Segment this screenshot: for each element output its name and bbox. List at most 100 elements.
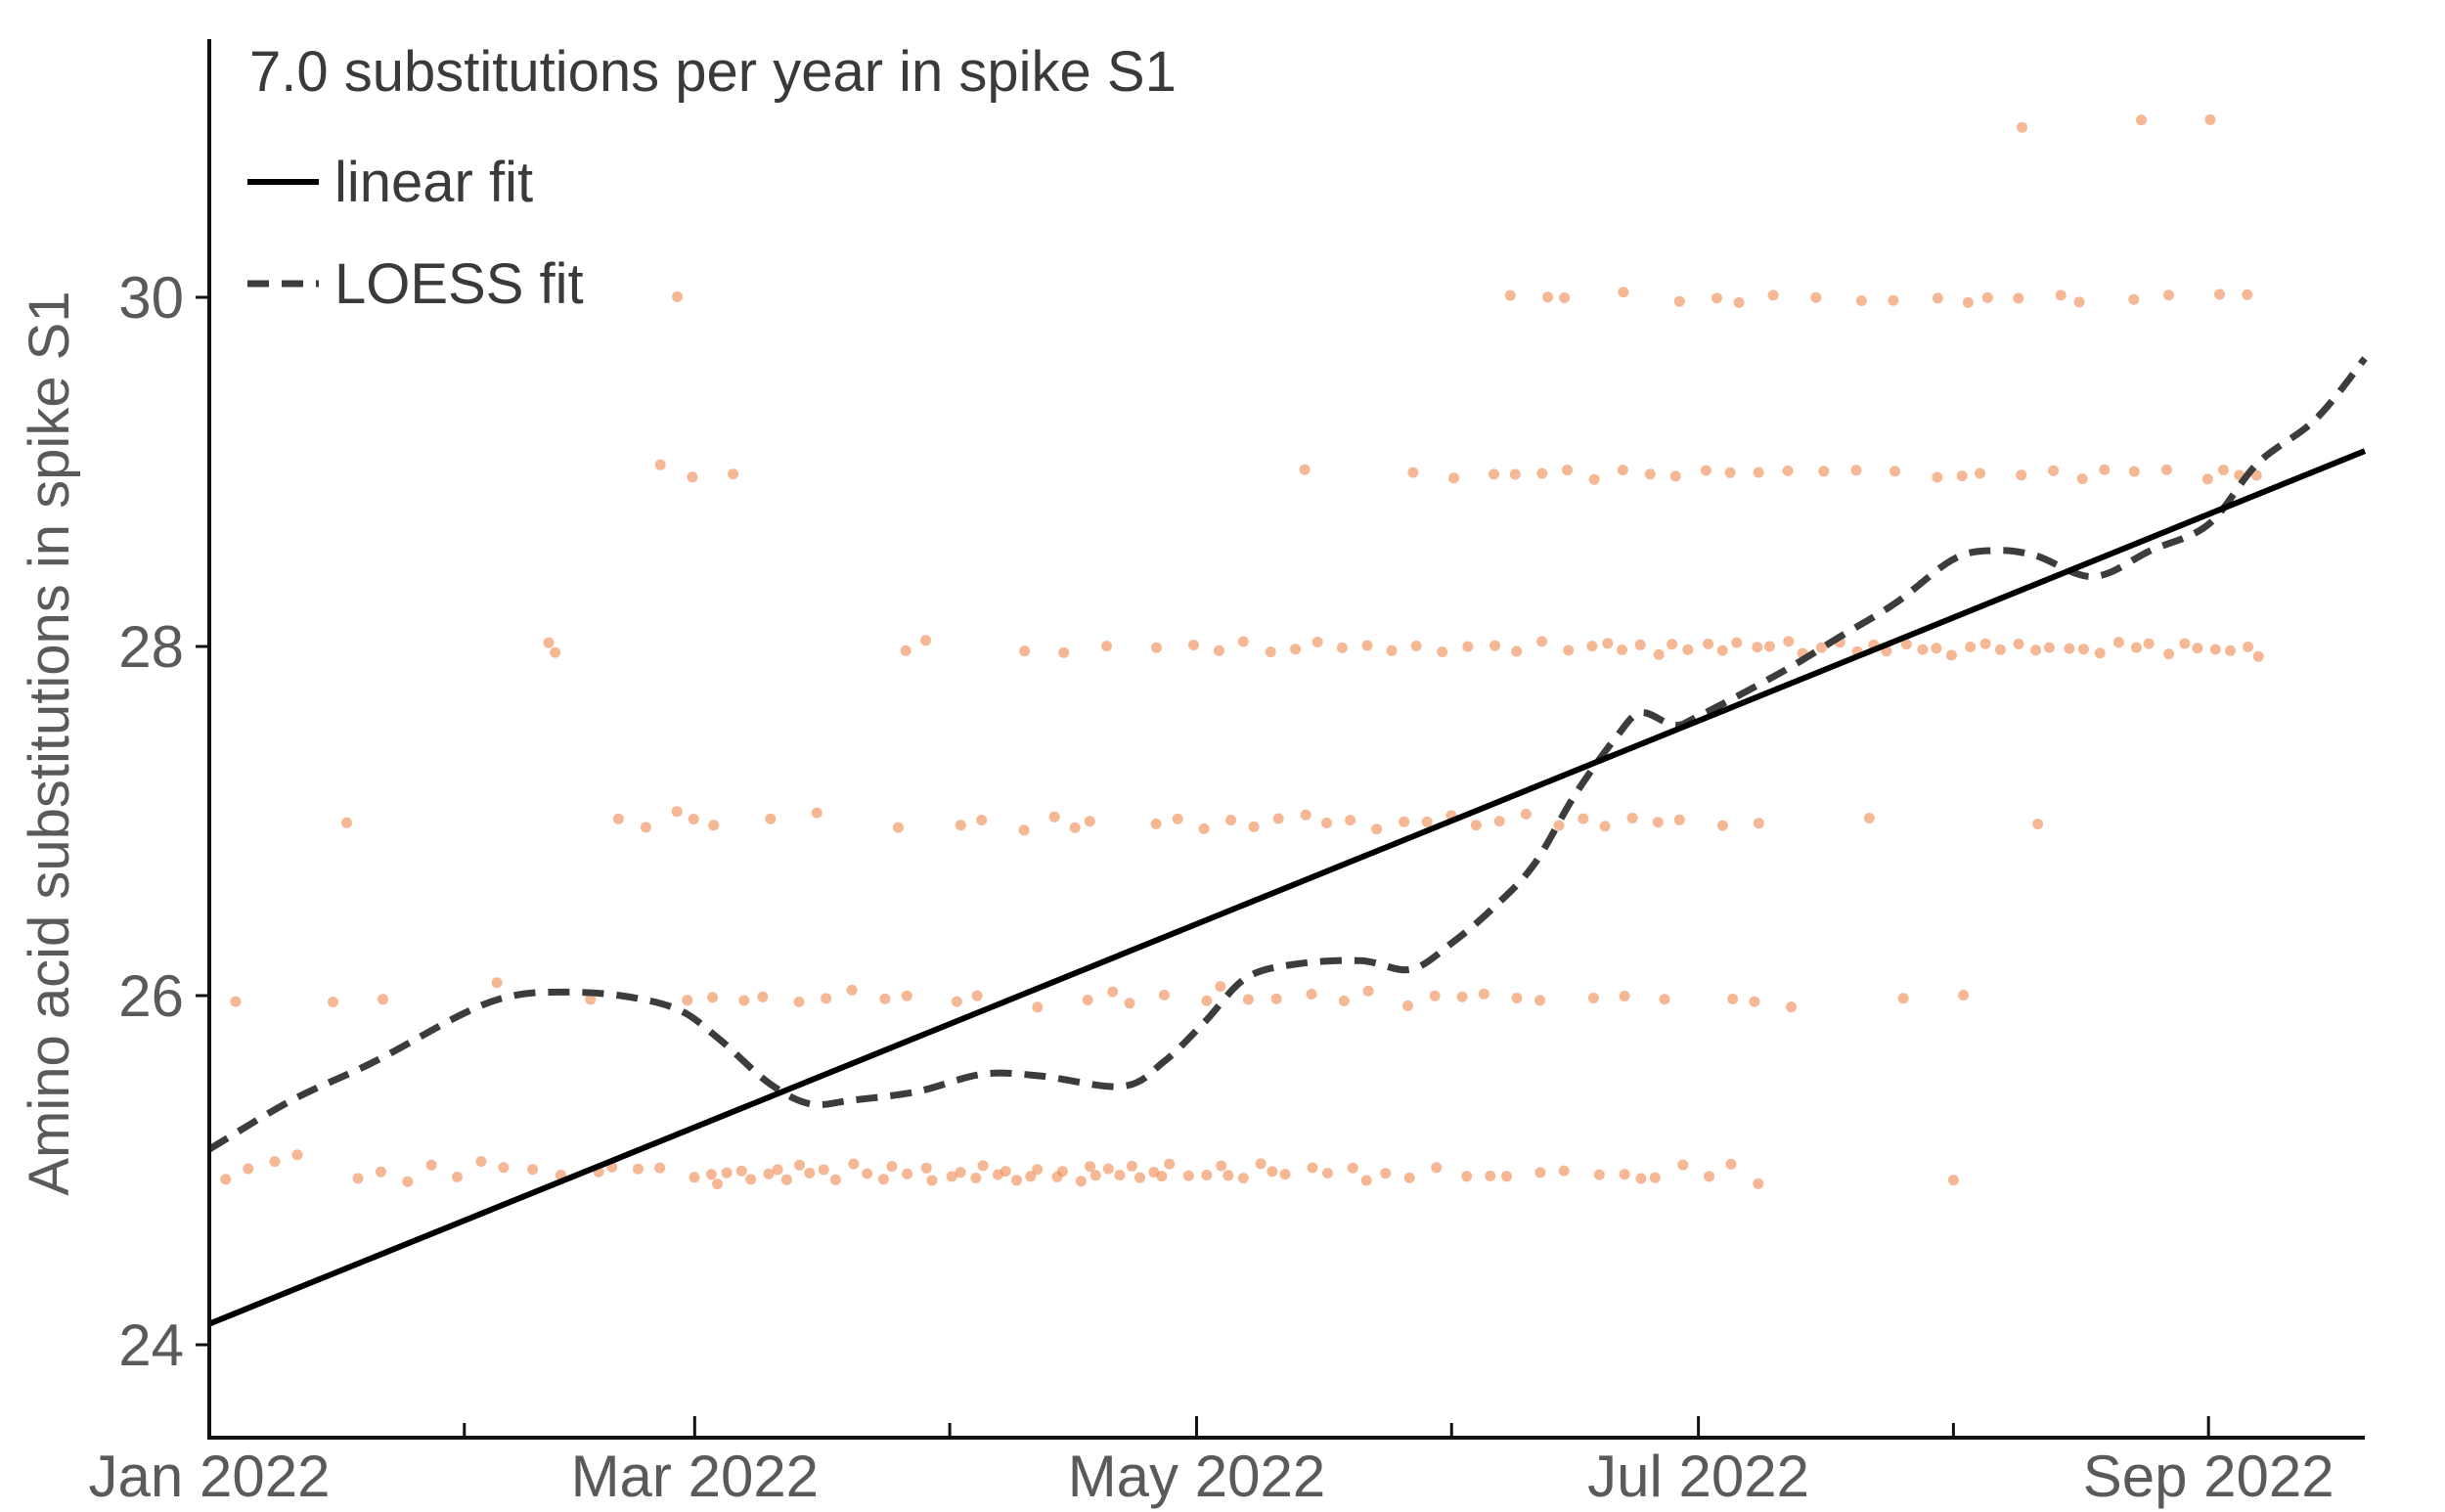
data-point bbox=[1048, 811, 1060, 823]
data-point bbox=[2250, 469, 2262, 481]
data-point bbox=[1361, 640, 1373, 651]
data-point bbox=[527, 1164, 539, 1176]
data-point bbox=[1724, 467, 1736, 478]
data-point bbox=[1124, 998, 1135, 1009]
data-point bbox=[1731, 637, 1743, 648]
data-point bbox=[976, 815, 988, 825]
data-point bbox=[1617, 465, 1628, 476]
data-point bbox=[2163, 289, 2174, 301]
data-point bbox=[1725, 1158, 1737, 1170]
data-point bbox=[1018, 824, 1030, 836]
data-point bbox=[2192, 643, 2203, 654]
data-point bbox=[1712, 292, 1722, 304]
data-point bbox=[543, 637, 555, 648]
data-point bbox=[1947, 1175, 1959, 1186]
data-point bbox=[1290, 644, 1302, 655]
data-point bbox=[1536, 467, 1548, 479]
data-point bbox=[1897, 993, 1909, 1004]
data-point bbox=[1716, 645, 1728, 656]
data-point bbox=[2179, 638, 2191, 649]
data-point bbox=[1402, 1000, 1413, 1011]
data-point bbox=[2136, 114, 2147, 126]
data-point bbox=[955, 1167, 966, 1178]
data-point bbox=[793, 996, 805, 1007]
data-point bbox=[1520, 808, 1532, 820]
data-point bbox=[328, 997, 338, 1007]
data-point bbox=[886, 1161, 898, 1173]
data-point bbox=[2225, 645, 2236, 656]
data-point bbox=[1593, 1169, 1605, 1180]
data-point bbox=[1587, 993, 1599, 1003]
data-point bbox=[1649, 1172, 1661, 1183]
data-point bbox=[1272, 813, 1284, 824]
data-point bbox=[712, 1178, 723, 1190]
data-point bbox=[1534, 1167, 1546, 1178]
data-point bbox=[1362, 985, 1374, 997]
data-point bbox=[2160, 464, 2172, 475]
data-point bbox=[378, 994, 388, 1005]
data-point bbox=[2112, 637, 2124, 648]
data-point bbox=[1635, 1173, 1647, 1184]
data-point bbox=[1150, 818, 1162, 829]
data-point bbox=[1979, 638, 1991, 649]
data-point bbox=[1222, 1170, 1234, 1181]
data-point bbox=[1673, 295, 1685, 307]
data-point bbox=[1667, 639, 1678, 650]
data-point bbox=[1786, 1001, 1797, 1013]
data-point bbox=[1306, 989, 1317, 1000]
data-point bbox=[1134, 1172, 1145, 1183]
data-point bbox=[1962, 296, 1974, 308]
x-tick-label: May 2022 bbox=[1068, 1444, 1326, 1509]
data-point bbox=[1559, 292, 1571, 303]
data-point bbox=[2073, 296, 2085, 308]
data-point bbox=[689, 1172, 700, 1183]
data-point bbox=[1855, 295, 1867, 306]
data-point bbox=[1716, 820, 1728, 831]
data-point bbox=[1201, 995, 1213, 1006]
data-point bbox=[1889, 466, 1901, 477]
data-point bbox=[926, 1175, 938, 1186]
data-point bbox=[902, 1168, 913, 1179]
data-point bbox=[1653, 648, 1665, 660]
data-point bbox=[1900, 639, 1912, 650]
data-point bbox=[1617, 645, 1627, 655]
data-point bbox=[2064, 643, 2075, 654]
data-point bbox=[1216, 1160, 1227, 1172]
data-point bbox=[1956, 470, 1968, 482]
data-point bbox=[1563, 645, 1575, 656]
data-point bbox=[757, 991, 769, 1002]
data-point bbox=[1578, 813, 1589, 824]
data-point bbox=[1682, 644, 1694, 655]
data-point bbox=[1267, 1166, 1278, 1178]
data-point bbox=[707, 992, 719, 1003]
data-point bbox=[708, 820, 720, 831]
data-point bbox=[1347, 1162, 1358, 1174]
x-tick-label: Jan 2022 bbox=[89, 1444, 331, 1509]
data-point bbox=[901, 990, 912, 1001]
data-point bbox=[2048, 465, 2059, 476]
data-point bbox=[2131, 642, 2142, 653]
data-point bbox=[1299, 464, 1311, 475]
data-point bbox=[1673, 814, 1685, 825]
data-point bbox=[821, 993, 832, 1004]
data-point bbox=[2143, 638, 2155, 649]
data-point bbox=[1493, 816, 1505, 827]
data-point bbox=[971, 990, 983, 1001]
data-point bbox=[1089, 1170, 1101, 1181]
data-point bbox=[1586, 641, 1598, 652]
data-point bbox=[1462, 641, 1474, 652]
data-point bbox=[1810, 291, 1822, 303]
data-point bbox=[1242, 994, 1254, 1005]
data-point bbox=[1536, 636, 1548, 647]
data-point bbox=[687, 471, 698, 483]
loess-fit-line bbox=[207, 356, 2368, 1153]
data-point bbox=[1345, 815, 1356, 826]
data-point bbox=[1188, 640, 1199, 650]
data-point bbox=[1069, 822, 1081, 833]
data-point bbox=[946, 1171, 957, 1182]
data-point bbox=[1599, 821, 1611, 832]
data-point bbox=[1084, 816, 1095, 827]
data-point bbox=[352, 1173, 364, 1184]
data-point bbox=[1338, 995, 1350, 1006]
data-point bbox=[291, 1149, 303, 1161]
